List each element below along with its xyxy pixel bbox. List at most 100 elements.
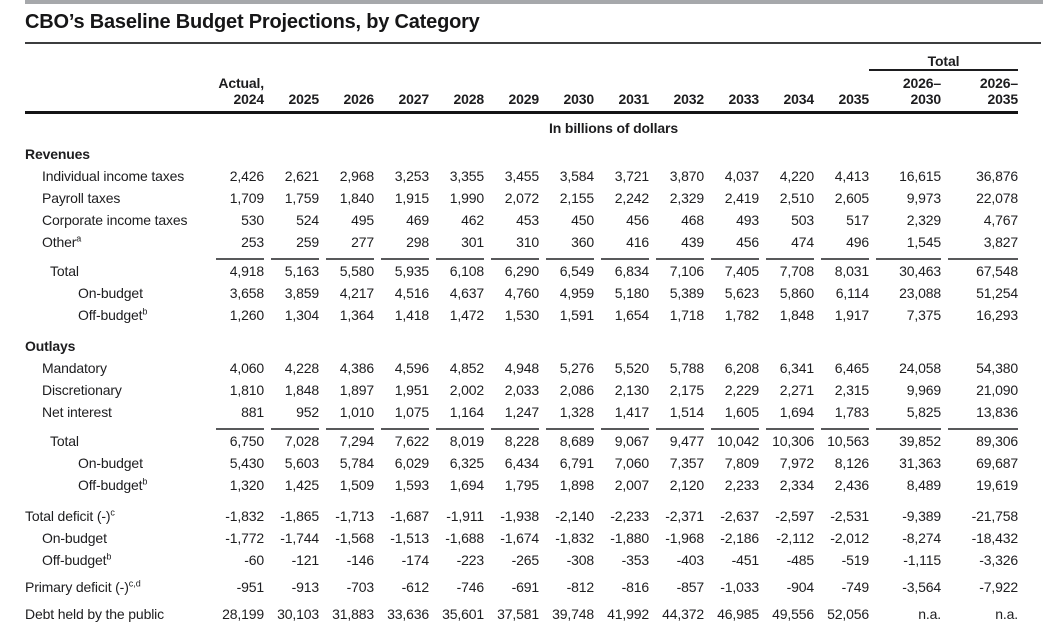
label-column-header <box>25 70 209 114</box>
value-cell: 493 <box>704 209 759 231</box>
value-cell: 4,037 <box>704 165 759 187</box>
value-cell: 1,247 <box>484 401 539 423</box>
value-cell: -857 <box>649 571 705 598</box>
row-label: On-budget <box>42 530 107 546</box>
value-cell: 13,836 <box>941 401 1018 423</box>
value: 952 <box>296 404 319 420</box>
value-cell: 301 <box>429 231 484 253</box>
value: 2,605 <box>834 190 869 206</box>
col-header-line: Actual, <box>218 75 264 91</box>
value: 46,985 <box>717 606 759 622</box>
value-cell: 3,870 <box>649 165 704 187</box>
value-cell: 1,304 <box>264 304 319 326</box>
value: 7,357 <box>669 455 704 471</box>
value: -746 <box>456 579 485 595</box>
value: 1,328 <box>559 404 594 420</box>
footnote-marker: c,d <box>128 578 141 589</box>
value-cell: 6,549 <box>539 253 594 282</box>
table-row: Off-budgetb 1,260 1,304 1,364 1,418 1,472 1,53… <box>25 304 1018 326</box>
value: 5,580 <box>326 258 374 279</box>
value: 1,840 <box>339 190 374 206</box>
value: 416 <box>626 234 649 250</box>
value-cell: 456 <box>704 231 759 253</box>
value: -1,688 <box>445 530 484 546</box>
value: 4,767 <box>983 212 1018 228</box>
value-cell: -1,713 <box>319 496 374 527</box>
value-cell: -3,564 <box>869 571 941 598</box>
value-cell: 16,293 <box>941 304 1018 326</box>
col-header-2031: 2031 <box>594 70 649 114</box>
value: -749 <box>841 579 870 595</box>
value: 44,372 <box>662 606 704 622</box>
value: 4,959 <box>559 285 594 301</box>
value-cell: 310 <box>484 231 539 253</box>
value: 4,637 <box>449 285 484 301</box>
value-cell: 1,848 <box>264 379 319 401</box>
value-cell: 5,784 <box>319 452 374 474</box>
value: 2,621 <box>284 168 319 184</box>
value-cell: -746 <box>429 571 485 598</box>
value-cell: -1,115 <box>869 549 941 571</box>
value-cell: -18,432 <box>941 527 1019 549</box>
row-label-cell: On-budget <box>25 452 209 474</box>
value-cell: -1,513 <box>374 527 429 549</box>
value: 2,968 <box>339 168 374 184</box>
value-cell: 1,364 <box>319 304 374 326</box>
value: -1,772 <box>225 530 264 546</box>
value: 3,355 <box>449 168 484 184</box>
value-cell: -2,140 <box>539 496 594 527</box>
value-cell: -2,012 <box>814 527 869 549</box>
col-header-line: 2024 <box>233 91 264 107</box>
value: 4,228 <box>284 360 319 376</box>
value-cell: -913 <box>264 571 320 598</box>
value: 2,130 <box>614 382 649 398</box>
value: 439 <box>681 234 704 250</box>
value-cell: 5,788 <box>649 357 704 379</box>
value-cell: 10,306 <box>759 423 814 452</box>
value: 7,972 <box>779 455 814 471</box>
value-cell: 5,603 <box>264 452 319 474</box>
value: 277 <box>351 234 374 250</box>
value-cell: -1,033 <box>704 571 759 598</box>
value: 7,060 <box>614 455 649 471</box>
value: 5,520 <box>614 360 649 376</box>
value: 8,126 <box>834 455 869 471</box>
value: 6,834 <box>601 258 649 279</box>
value: 4,037 <box>724 168 759 184</box>
value: 453 <box>516 212 539 228</box>
value-cell: 7,708 <box>759 253 814 282</box>
value: -812 <box>566 579 595 595</box>
value-cell: 5,825 <box>869 401 941 423</box>
value: 16,615 <box>899 168 941 184</box>
value-cell: 7,106 <box>649 253 704 282</box>
value-cell: 2,436 <box>814 474 869 496</box>
value-cell: 253 <box>209 231 264 253</box>
row-label-cell: Off-budgetb <box>25 304 209 326</box>
value-cell: 89,306 <box>941 423 1018 452</box>
value: 8,019 <box>436 428 484 449</box>
value-cell: 439 <box>649 231 704 253</box>
value: 21,090 <box>976 382 1018 398</box>
value: 1,304 <box>284 307 319 323</box>
value-cell: 1,718 <box>649 304 704 326</box>
value: 1,915 <box>394 190 429 206</box>
value-cell: 9,067 <box>594 423 649 452</box>
row-label-cell: On-budget <box>25 527 209 549</box>
value: 4,217 <box>339 285 374 301</box>
value-cell: 51,254 <box>941 282 1018 304</box>
value-cell: 1,591 <box>539 304 594 326</box>
value: 4,852 <box>449 360 484 376</box>
value-cell: 5,860 <box>759 282 814 304</box>
row-label: Off-budget <box>78 477 143 493</box>
footnote-marker: b <box>142 306 148 317</box>
row-label: Discretionary <box>42 382 122 398</box>
value-cell: 6,325 <box>429 452 484 474</box>
value: 1,898 <box>559 477 594 493</box>
value-cell: 30,103 <box>264 598 319 625</box>
column-header-row: Actual, 2024 2025 2026 2027 2028 2029 20… <box>25 70 1018 114</box>
value: 24,058 <box>899 360 941 376</box>
value-cell: -1,568 <box>319 527 374 549</box>
value: 310 <box>516 234 539 250</box>
value-cell: -904 <box>759 571 815 598</box>
value-cell: 4,228 <box>264 357 319 379</box>
